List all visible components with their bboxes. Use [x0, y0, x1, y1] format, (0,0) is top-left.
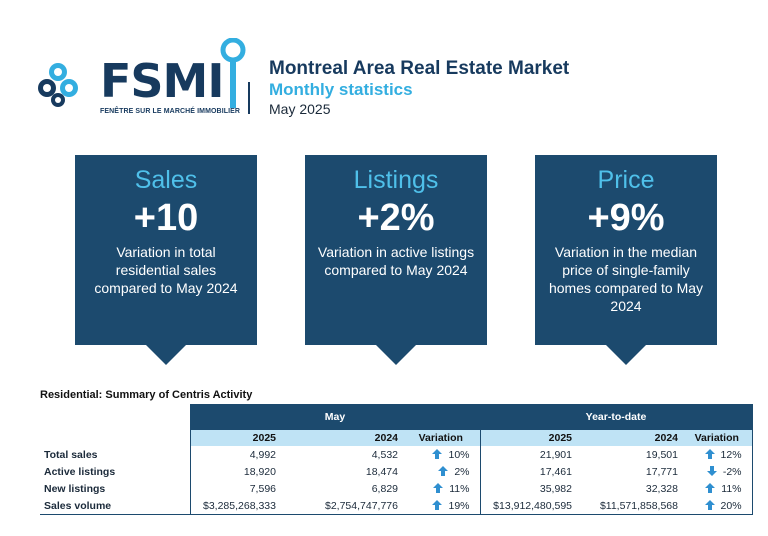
ytd-variation-value: 11% — [721, 482, 742, 495]
centris-summary-table: May Year-to-date 2025 2024 Variation 202… — [40, 404, 753, 515]
logo-wordmark: FSMI — [100, 54, 224, 108]
card-description: Variation in total residential sales com… — [94, 244, 238, 296]
may-2025-value: 7,596 — [189, 480, 280, 497]
ytd-variation: 12% — [682, 446, 753, 463]
may-2024-value: 6,829 — [371, 482, 398, 495]
may-variation-value: 11% — [449, 482, 470, 495]
ytd-variation-value: 20% — [720, 499, 742, 512]
table-row: Active listings 18,920 18,474 2% 17,461 17,77… — [40, 463, 753, 480]
ytd-2025-value: 21,901 — [539, 448, 572, 461]
card-title: Price — [597, 166, 655, 194]
ytd-variation: 20% — [682, 497, 753, 515]
group-header-ytd: Year-to-date — [480, 404, 753, 430]
logo-tagline: FENÊTRE SUR LE MARCHÉ IMMOBILIER — [100, 108, 241, 115]
ytd-2025-value: 17,461 — [539, 465, 572, 478]
column-header: 2024 — [280, 430, 402, 446]
column-header: 2024 — [576, 430, 682, 446]
listings-card: Listings +2% Variation in active listing… — [305, 155, 487, 365]
header-blank — [40, 430, 190, 446]
arrow-up-icon — [438, 465, 449, 476]
arrow-up-icon — [704, 499, 715, 510]
table-row: Sales volume $3,285,268,333 $2,754,747,776… — [40, 497, 753, 515]
column-header: Variation — [402, 430, 481, 446]
card-value: +2% — [357, 197, 435, 239]
ytd-2024-value: 32,328 — [645, 482, 678, 495]
header-blank — [40, 404, 190, 430]
page-subtitle: Monthly statistics — [269, 80, 413, 99]
card-description: Variation in active listings compared to… — [317, 244, 475, 278]
column-header: Variation — [682, 430, 753, 446]
ytd-2024-value: 19,501 — [645, 448, 678, 461]
table-title: Residential: Summary of Centris Activity — [40, 389, 253, 401]
may-2024-value: 4,532 — [371, 448, 398, 461]
row-label: New listings — [44, 482, 106, 495]
ytd-variation: 11% — [682, 480, 753, 497]
arrow-up-icon — [704, 448, 715, 459]
logo-keyhole-icon — [220, 38, 246, 108]
may-2025-value: 4,992 — [189, 446, 280, 463]
row-label: Active listings — [44, 465, 116, 478]
ytd-variation-value: -2% — [722, 465, 742, 478]
card-value: +10 — [133, 197, 199, 239]
arrow-up-icon — [432, 448, 443, 459]
report-date: May 2025 — [269, 101, 331, 117]
may-variation-value: 19% — [448, 499, 470, 512]
may-variation: 10% — [402, 446, 481, 463]
card-title: Sales — [134, 166, 198, 194]
arrow-down-icon — [706, 465, 717, 476]
arrow-up-icon — [705, 482, 716, 493]
group-header-month: May — [189, 404, 481, 430]
row-label: Total sales — [44, 448, 98, 461]
row-label: Sales volume — [40, 497, 190, 515]
ytd-2025-value: $13,912,480,595 — [480, 497, 576, 515]
may-variation: 11% — [402, 480, 481, 497]
may-variation-value: 2% — [454, 465, 470, 478]
fsmi-logo-icon — [38, 63, 78, 107]
ytd-2025-value: 35,982 — [539, 482, 572, 495]
ytd-variation-value: 12% — [720, 448, 742, 461]
may-2024-value: $2,754,747,776 — [280, 497, 402, 515]
ytd-2024-value: 17,771 — [645, 465, 678, 478]
may-variation-value: 10% — [448, 448, 470, 461]
may-2025-value: 18,920 — [189, 463, 280, 480]
ytd-variation: -2% — [682, 463, 753, 480]
may-2024-value: 18,474 — [365, 465, 398, 478]
column-header: 2025 — [189, 430, 280, 446]
card-title: Listings — [353, 166, 439, 194]
table-row: New listings 7,596 6,829 11% 35,982 32,328 11% — [40, 480, 753, 497]
price-card: Price +9% Variation in the median price … — [535, 155, 717, 365]
header-divider — [248, 82, 250, 114]
arrow-up-icon — [433, 482, 444, 493]
page-title: Montreal Area Real Estate Market — [269, 58, 570, 79]
arrow-up-icon — [432, 499, 443, 510]
card-description: Variation in the median price of single-… — [548, 244, 704, 314]
table-row: Total sales 4,992 4,532 10% 21,901 19,501 12% — [40, 446, 753, 463]
ytd-2024-value: $11,571,858,568 — [576, 497, 682, 515]
may-variation: 2% — [402, 463, 481, 480]
sales-card: Sales +10 Variation in total residential… — [75, 155, 257, 365]
may-2025-value: $3,285,268,333 — [189, 497, 280, 515]
card-value: +9% — [587, 197, 665, 239]
column-header: 2025 — [480, 430, 576, 446]
may-variation: 19% — [402, 497, 481, 515]
